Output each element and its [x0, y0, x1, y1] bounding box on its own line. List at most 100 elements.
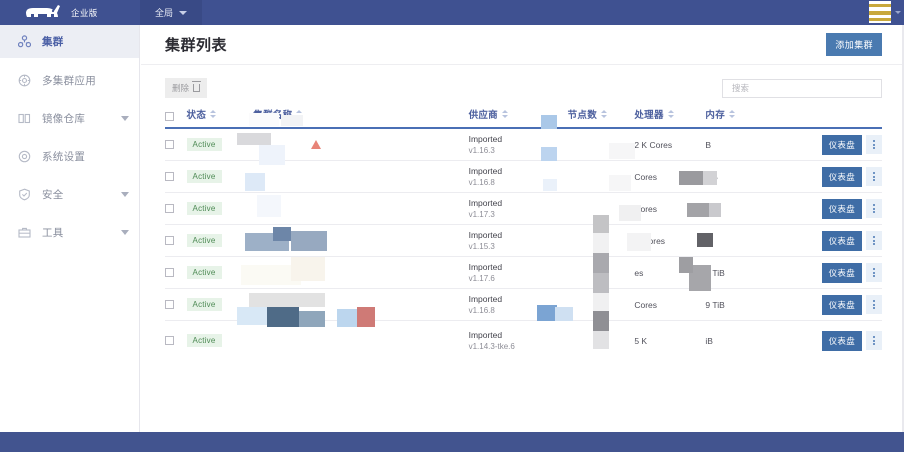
sidebar-item-registry[interactable]: 镜像仓库	[0, 102, 139, 134]
registry-icon	[18, 112, 31, 125]
right-scrollbar-edge[interactable]	[902, 25, 904, 432]
row-checkbox[interactable]	[165, 268, 174, 277]
cpu-value: 5 K	[634, 335, 648, 346]
search-box[interactable]	[722, 78, 882, 98]
row-memory-cell: 9 TiB	[705, 289, 785, 321]
footer-bar	[0, 432, 904, 452]
page-title: 集群列表	[165, 37, 228, 54]
row-provider-cell: Imported v1.15.3	[469, 225, 568, 257]
memory-value: iB	[705, 335, 713, 346]
status-badge: Active	[186, 234, 222, 247]
column-label: 节点数	[567, 110, 598, 121]
cow-logo-icon	[22, 3, 66, 22]
kebab-menu-icon[interactable]	[866, 263, 882, 282]
sort-icon[interactable]	[729, 109, 735, 119]
row-checkbox[interactable]	[165, 204, 174, 213]
column-label: 处理器	[634, 110, 664, 121]
table-row[interactable]: Active Imported v1.16.8 Cores 9 TiB 仪表盘	[165, 289, 882, 321]
row-checkbox[interactable]	[165, 300, 174, 309]
status-badge: Active	[186, 266, 222, 279]
status-badge: Active	[186, 138, 222, 151]
column-header-cpu[interactable]: 处理器	[634, 107, 705, 128]
row-checkbox[interactable]	[165, 336, 174, 345]
row-provider-cell: Imported v1.16.8	[469, 161, 568, 193]
row-memory-cell: B	[705, 128, 785, 161]
provider-version: v1.16.8	[468, 178, 495, 187]
chevron-down-icon[interactable]	[121, 191, 129, 197]
row-provider-cell: Imported v1.16.3	[469, 128, 568, 161]
sort-icon[interactable]	[501, 109, 508, 119]
select-all-header	[165, 107, 187, 128]
sort-icon[interactable]	[601, 109, 608, 119]
row-status-cell: Active	[186, 321, 254, 361]
sidebar-item-tools[interactable]: 工具	[0, 216, 139, 248]
search-input[interactable]	[730, 82, 874, 94]
kebab-menu-icon[interactable]	[866, 199, 882, 218]
kebab-menu-icon[interactable]	[866, 295, 882, 314]
cpu-value: es	[634, 267, 644, 278]
sidebar-item-multicluster-apps[interactable]: 多集群应用	[0, 64, 139, 96]
page-header: 集群列表 添加集群	[141, 25, 904, 65]
kebab-menu-icon[interactable]	[866, 231, 882, 250]
row-status-cell: Active	[186, 225, 254, 257]
dashboard-button[interactable]: 仪表盘	[821, 166, 862, 187]
trash-icon	[192, 81, 202, 92]
brand-logo[interactable]: 企业版	[0, 0, 140, 25]
table-row[interactable]: Active Imported v1.15.3 K Cores B 仪表盘	[165, 225, 882, 257]
provider-version: v1.17.6	[468, 274, 495, 283]
table-row[interactable]: Active Imported v1.14.3-tke.6 5 K iB 仪表盘	[165, 321, 882, 361]
cpu-value: Cores	[634, 203, 658, 214]
row-select-cell	[165, 289, 187, 321]
table-row[interactable]: Active Imported v1.16.3 2 K Cores B 仪表盘	[165, 128, 882, 161]
row-memory-cell: 4 TiB	[705, 257, 785, 289]
sidebar-item-system-settings[interactable]: 系统设置	[0, 140, 139, 172]
dashboard-button[interactable]: 仪表盘	[821, 294, 862, 315]
apps-icon	[18, 74, 31, 87]
row-checkbox[interactable]	[165, 172, 174, 181]
status-badge: Active	[186, 334, 222, 347]
row-select-cell	[165, 161, 187, 193]
avatar[interactable]	[869, 1, 891, 23]
main-content: 集群列表 添加集群 删除	[141, 25, 904, 432]
scope-selector[interactable]: 全局	[140, 0, 202, 25]
column-header-memory[interactable]: 内存	[705, 107, 785, 128]
table-toolbar: 删除	[141, 73, 904, 103]
row-actions-cell: 仪表盘	[785, 225, 882, 257]
row-actions-cell: 仪表盘	[785, 161, 882, 193]
kebab-menu-icon[interactable]	[866, 331, 882, 350]
column-header-nodes[interactable]: 节点数	[568, 107, 635, 128]
status-badge: Active	[186, 298, 222, 311]
dashboard-button[interactable]: 仪表盘	[821, 330, 862, 351]
row-select-cell	[165, 321, 187, 361]
row-cpu-cell: Cores	[634, 193, 705, 225]
select-all-checkbox[interactable]	[165, 112, 174, 121]
row-checkbox[interactable]	[165, 140, 174, 149]
chevron-down-icon[interactable]	[895, 11, 901, 14]
table-row[interactable]: Active Imported v1.17.6 es 4 TiB 仪表盘	[165, 257, 882, 289]
sidebar-item-label: 系统设置	[42, 150, 86, 163]
dashboard-button[interactable]: 仪表盘	[821, 262, 862, 283]
column-header-provider[interactable]: 供应商	[469, 107, 568, 128]
column-header-status[interactable]: 状态	[187, 107, 254, 128]
dashboard-button[interactable]: 仪表盘	[821, 134, 862, 155]
cpu-value: Cores	[634, 171, 658, 182]
column-label: 供应商	[468, 110, 498, 121]
sidebar-item-security[interactable]: 安全	[0, 178, 139, 210]
chevron-down-icon[interactable]	[121, 115, 129, 121]
sort-icon[interactable]	[210, 109, 217, 119]
delete-button[interactable]: 删除	[165, 78, 208, 98]
sidebar-item-label: 多集群应用	[42, 74, 96, 87]
kebab-menu-icon[interactable]	[866, 167, 882, 186]
sort-icon[interactable]	[667, 109, 674, 119]
dashboard-button[interactable]: 仪表盘	[821, 230, 862, 251]
top-bar: 企业版 全局	[0, 0, 904, 25]
add-cluster-button[interactable]: 添加集群	[826, 33, 882, 56]
row-name-cell[interactable]	[253, 128, 468, 161]
kebab-menu-icon[interactable]	[866, 135, 882, 154]
brand-label: 企业版	[71, 7, 98, 18]
chevron-down-icon[interactable]	[121, 229, 129, 235]
row-checkbox[interactable]	[165, 236, 174, 245]
sidebar-item-clusters[interactable]: 集群	[0, 25, 139, 58]
provider-version: v1.17.3	[468, 210, 495, 219]
dashboard-button[interactable]: 仪表盘	[821, 198, 862, 219]
